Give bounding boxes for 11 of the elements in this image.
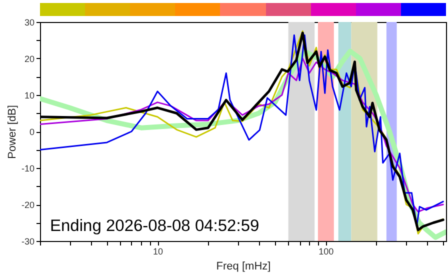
- y-axis-title: Power [dB]: [6, 105, 18, 159]
- x-axis-title: Freq [mHz]: [216, 260, 271, 272]
- y-tick-label: 10: [24, 90, 34, 100]
- annotation: Ending 2026-08-08 04:52:59: [50, 217, 260, 235]
- y-tick-label: -20: [21, 200, 34, 210]
- y-tick-label: -30: [21, 236, 34, 246]
- y-tick-label: -10: [21, 164, 34, 174]
- x-tick-label: 100: [318, 246, 334, 256]
- y-tick-label: 0: [29, 127, 34, 137]
- y-tick-label: 30: [24, 18, 34, 28]
- y-tick-label: 20: [24, 54, 34, 64]
